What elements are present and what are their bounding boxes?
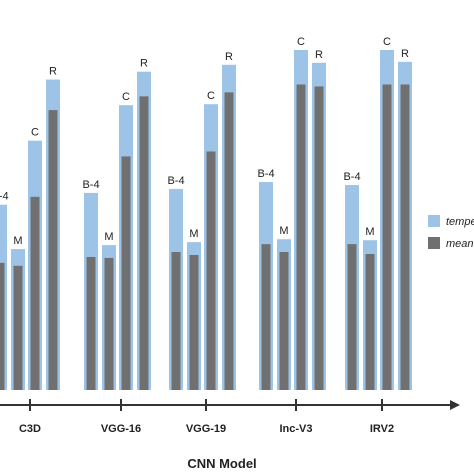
bar-label-VGG-19-R: R [225,51,233,63]
x-ticks-layer: C3D VGG-16 VGG-19 Inc-V3 IRV2 [19,399,394,435]
bar-mean-Inc-V3-C [296,84,306,391]
x-tick-label-Inc-V3: Inc-V3 [279,423,312,435]
bar-label-IRV2-M: M [365,226,374,238]
legend-swatch-mean [428,237,440,249]
bar-label-IRV2-R: R [401,48,409,60]
legend-label-mean: mean [446,238,474,250]
bar-mean-VGG-16-B-4 [86,256,96,390]
bar-label-Inc-V3-B-4: B-4 [257,168,274,180]
bar-label-Inc-V3-M: M [279,225,288,237]
bar-label-IRV2-B-4: B-4 [343,171,360,183]
bar-label-VGG-16-R: R [140,58,148,70]
bar-mean-VGG-16-C [121,156,131,390]
bar-mean-Inc-V3-B-4 [261,244,271,390]
legend-label-tempe: tempe [446,216,474,228]
bar-mean-C3D-C [30,196,40,390]
x-axis-title: CNN Model [187,456,256,471]
bar-label-VGG-19-M: M [189,228,198,240]
x-axis-arrowhead [450,400,460,410]
bar-mean-IRV2-R [400,84,410,391]
bar-mean-IRV2-M [365,254,375,390]
bar-mean-C3D-M [13,265,23,390]
bar-label-C3D-R: R [49,66,57,78]
bar-mean-C3D-B-4 [0,262,5,390]
bar-mean-Inc-V3-M [279,252,289,390]
bar-label-C3D-C: C [31,127,39,139]
bar-label-C3D-B-4: B-4 [0,191,9,203]
bar-mean-VGG-19-C [206,151,216,390]
x-tick-label-VGG-16: VGG-16 [101,423,141,435]
bar-label-Inc-V3-C: C [297,36,305,48]
bar-mean-VGG-16-R [139,96,149,390]
legend-swatch-tempe [428,215,440,227]
bar-label-VGG-19-C: C [207,90,215,102]
bar-label-Inc-V3-R: R [315,49,323,61]
bar-label-VGG-16-C: C [122,91,130,103]
bar-mean-VGG-16-M [104,257,114,390]
x-tick-label-VGG-19: VGG-19 [186,423,226,435]
bar-label-C3D-M: M [13,235,22,247]
bar-label-IRV2-C: C [383,36,391,48]
x-tick-label-IRV2: IRV2 [370,423,394,435]
bar-mean-VGG-19-B-4 [171,252,181,390]
bar-label-VGG-16-M: M [104,231,113,243]
bar-mean-IRV2-C [382,84,392,391]
legend: tempe mean [428,215,474,250]
bars-layer [0,50,412,391]
bar-mean-IRV2-B-4 [347,244,357,390]
x-tick-label-C3D: C3D [19,423,41,435]
bar-mean-C3D-R [48,110,58,391]
bar-label-VGG-19-B-4: B-4 [167,175,184,187]
bar-mean-VGG-19-R [224,92,234,391]
bar-label-VGG-16-B-4: B-4 [82,179,99,191]
bar-mean-Inc-V3-R [314,86,324,390]
bar-mean-VGG-19-M [189,254,199,390]
